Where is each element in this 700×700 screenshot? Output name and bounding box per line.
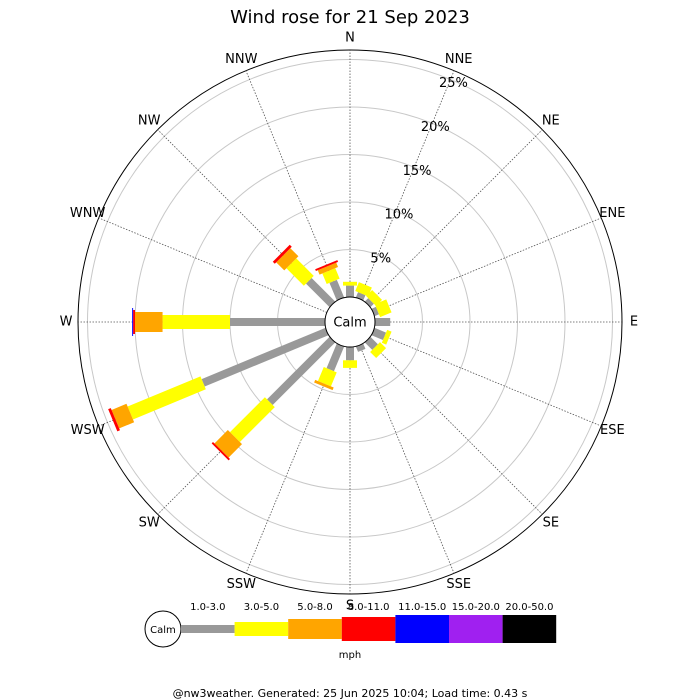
direction-label: NW <box>138 114 161 129</box>
legend-swatch <box>395 615 449 643</box>
wind-bar <box>211 442 230 461</box>
wind-bar <box>276 248 299 271</box>
r-tick-label: 25% <box>439 76 468 91</box>
wind-bar <box>272 244 292 264</box>
wind-bar <box>230 318 325 326</box>
direction-spoke <box>367 129 543 305</box>
legend-units: mph <box>339 650 361 661</box>
wind-bar <box>317 366 337 387</box>
direction-label: E <box>630 315 638 330</box>
r-tick-label: 10% <box>384 208 413 223</box>
wind-bar <box>127 376 206 420</box>
wind-bar <box>267 336 336 405</box>
wind-bar <box>111 403 135 429</box>
direction-label: NNW <box>225 52 257 67</box>
direction-label: SSW <box>227 577 257 592</box>
wind-bar <box>305 277 336 308</box>
wind-bar <box>132 308 134 336</box>
chart-title: Wind rose for 21 Sep 2023 <box>230 7 470 28</box>
wind-bar <box>343 360 357 368</box>
wind-bar <box>133 310 135 334</box>
legend-swatch <box>181 625 235 633</box>
wind-bar <box>343 281 357 286</box>
direction-label: SE <box>543 515 559 530</box>
direction-label: S <box>346 599 354 614</box>
wind-bar <box>286 258 314 286</box>
wind-bar <box>322 268 340 285</box>
direction-spoke <box>367 339 543 515</box>
wind-bar <box>346 347 354 361</box>
wind-bar <box>314 379 334 391</box>
wind-bar <box>374 299 392 318</box>
wind-bar <box>214 430 242 458</box>
calm-label: Calm <box>333 316 366 331</box>
direction-spoke <box>372 331 602 427</box>
direction-label: SW <box>139 515 160 530</box>
legend-label: 15.0-20.0 <box>452 602 500 613</box>
legend-label: 20.0-50.0 <box>505 602 553 613</box>
r-tick-label: 15% <box>403 164 432 179</box>
wind-bar <box>317 262 339 275</box>
legend-label: 1.0-3.0 <box>190 602 225 613</box>
wind-bar <box>326 343 345 372</box>
wind-bar <box>315 260 339 272</box>
direction-spoke <box>245 70 341 300</box>
legend-swatch <box>449 615 503 643</box>
direction-label: ESE <box>600 423 625 438</box>
wind-bar <box>375 318 391 326</box>
direction-label: N <box>345 31 355 46</box>
direction-label: NNE <box>445 52 473 67</box>
direction-spoke <box>359 70 455 300</box>
direction-spoke <box>372 217 602 313</box>
wind-bar <box>381 329 392 345</box>
wind-bar <box>364 336 378 350</box>
wind-bar <box>366 289 383 306</box>
direction-spoke <box>98 217 328 313</box>
legend-label: 11.0-15.0 <box>398 602 446 613</box>
direction-label: WSW <box>71 423 105 438</box>
direction-label: W <box>60 315 73 330</box>
wind-bar <box>162 315 230 329</box>
r-tick-label: 20% <box>421 120 450 135</box>
footer: @nw3weather. Generated: 25 Jun 2025 10:0… <box>173 687 528 700</box>
legend-swatch <box>502 615 557 643</box>
direction-label: NE <box>542 114 560 129</box>
direction-label: SSE <box>446 577 471 592</box>
direction-label: WNW <box>70 206 106 221</box>
calm-circle <box>324 296 376 348</box>
legend-swatch <box>234 622 289 636</box>
legend-swatch <box>288 619 342 639</box>
wind-bar <box>346 285 354 297</box>
legend-calm-label: Calm <box>150 625 176 636</box>
wind-bar <box>108 408 120 432</box>
direction-spoke <box>245 344 341 574</box>
direction-spoke <box>359 344 455 574</box>
wind-bar <box>371 306 380 317</box>
direction-label: ENE <box>599 206 625 221</box>
legend-label: 8.0-11.0 <box>348 602 390 613</box>
direction-spoke <box>157 129 333 305</box>
wind-bar <box>355 282 372 297</box>
wind-bar <box>135 312 163 332</box>
legend-label: 3.0-5.0 <box>244 602 279 613</box>
wind-bar <box>364 298 374 308</box>
wind-bar <box>371 327 387 340</box>
wind-bar <box>201 327 329 387</box>
wind-bar <box>329 279 345 301</box>
wind-bar <box>229 397 275 443</box>
legend-swatch <box>341 617 396 641</box>
legend-label: 5.0-8.0 <box>297 602 332 613</box>
r-tick-label: 5% <box>370 252 391 267</box>
wind-bar <box>370 342 387 359</box>
